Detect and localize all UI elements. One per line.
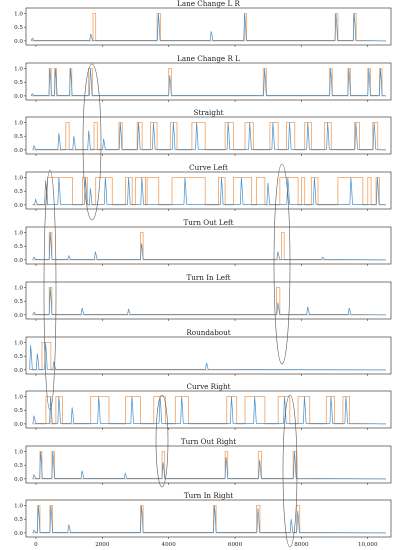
series-a-line <box>32 451 387 480</box>
x-tick-label: 0 <box>34 542 38 548</box>
series-b-line <box>32 232 387 261</box>
series-b-line <box>32 122 387 151</box>
panel-title: Lane Change L R <box>177 0 240 8</box>
series-b-line <box>32 68 387 97</box>
panel-title: Turn Out Right <box>181 437 236 446</box>
y-tick-label: 0.0 <box>14 313 23 319</box>
x-tick-label: 4000 <box>162 542 177 548</box>
panel-title: Curve Right <box>187 382 231 391</box>
panel-title: Straight <box>194 108 224 117</box>
series-b-line <box>32 13 387 42</box>
series-a-line <box>30 13 387 42</box>
series-b-line <box>32 505 387 534</box>
highlight-ellipse <box>43 169 57 411</box>
y-tick-label: 1.0 <box>14 230 23 236</box>
y-tick-label: 0.0 <box>14 94 23 100</box>
y-tick-label: 0.5 <box>14 134 23 140</box>
series-a-line <box>32 177 387 206</box>
series-b-line <box>32 177 387 206</box>
x-tick-label: 2000 <box>95 542 110 548</box>
y-tick-label: 0.5 <box>14 244 23 250</box>
highlight-ellipse <box>273 163 291 365</box>
panel-frame <box>25 7 392 46</box>
y-tick-label: 1.0 <box>14 503 23 509</box>
y-tick-label: 0.0 <box>14 531 23 537</box>
y-tick-label: 1.0 <box>14 340 23 346</box>
series-b-line <box>32 342 387 371</box>
x-tick-label: 8000 <box>294 542 309 548</box>
y-tick-label: 0.0 <box>14 39 23 45</box>
y-tick-label: 1.0 <box>14 449 23 455</box>
y-tick-label: 1.0 <box>14 175 23 181</box>
y-tick-label: 1.0 <box>14 66 23 72</box>
panel-frame <box>25 499 392 538</box>
x-tick-label: 10,000 <box>358 542 378 548</box>
y-tick-label: 1.0 <box>14 285 23 291</box>
y-tick-label: 0.5 <box>14 80 23 86</box>
panel-frame <box>25 336 392 375</box>
panel-title: Roundabout <box>186 328 230 337</box>
y-tick-label: 0.5 <box>14 299 23 305</box>
series-a-line <box>32 232 387 261</box>
series-a-line <box>30 68 387 97</box>
y-tick-label: 1.0 <box>14 120 23 126</box>
panel-frame <box>25 62 392 101</box>
y-tick-label: 0.5 <box>14 463 23 469</box>
highlight-ellipse <box>82 63 102 221</box>
y-tick-label: 0.0 <box>14 148 23 154</box>
series-a-line <box>32 287 387 316</box>
series-a-line <box>32 122 387 151</box>
y-tick-label: 1.0 <box>14 11 23 17</box>
y-tick-label: 0.5 <box>14 408 23 414</box>
panel-title: Turn Out Left <box>183 218 233 227</box>
y-tick-label: 0.0 <box>14 258 23 264</box>
panel-frame <box>25 226 392 265</box>
y-tick-label: 0.5 <box>14 189 23 195</box>
panel-title: Lane Change R L <box>177 54 240 63</box>
series-a-line <box>32 505 387 534</box>
x-tick-label: 6000 <box>228 542 243 548</box>
panel-frame <box>25 281 392 320</box>
series-b-line <box>32 287 387 316</box>
y-tick-label: 0.5 <box>14 517 23 523</box>
y-tick-label: 0.5 <box>14 354 23 360</box>
panel-title: Turn In Right <box>184 491 233 500</box>
y-tick-label: 0.0 <box>14 203 23 209</box>
panel-frame <box>25 116 392 155</box>
panel-title: Curve Left <box>189 163 228 172</box>
y-tick-label: 1.0 <box>14 394 23 400</box>
y-tick-label: 0.0 <box>14 368 23 374</box>
highlight-ellipse <box>155 394 169 488</box>
y-tick-label: 0.5 <box>14 25 23 31</box>
panel-frame <box>25 171 392 210</box>
series-b-line <box>32 396 387 425</box>
panel-frame <box>25 445 392 484</box>
series-b-line <box>32 451 387 480</box>
y-tick-label: 0.0 <box>14 477 23 483</box>
series-a-line <box>29 342 387 371</box>
highlight-ellipse <box>282 394 298 548</box>
series-a-line <box>32 396 387 425</box>
panel-frame <box>25 390 392 429</box>
y-tick-label: 0.0 <box>14 422 23 428</box>
panel-title: Turn In Left <box>186 273 230 282</box>
